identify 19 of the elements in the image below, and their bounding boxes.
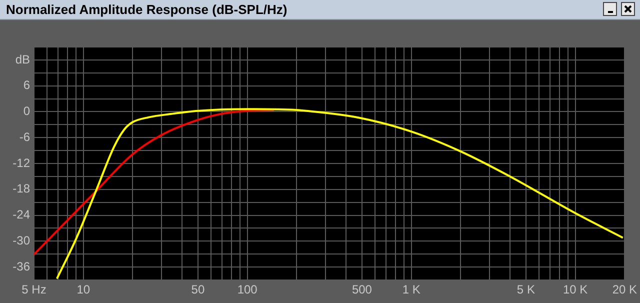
y-tick-label: -36 [12,259,30,274]
x-tick-label: 100 [237,282,258,297]
y-tick-label: -30 [12,233,30,248]
y-tick-label: -18 [12,182,30,196]
y-tick-label: 6 [23,78,30,92]
chart-title: Normalized Amplitude Response (dB-SPL/Hz) [6,2,288,17]
x-tick-label: 5 Hz [22,282,46,297]
x-tick-label: 5 K [516,282,535,297]
x-tick-label: 50 [191,282,205,297]
x-tick-label: 10 [76,282,90,297]
y-tick-label: -12 [12,156,30,170]
x-tick-label: 500 [352,282,372,297]
y-tick-label: -6 [19,130,30,144]
x-tick-label: 10 K [562,282,588,297]
x-tick-label: 1 K [402,282,420,297]
y-tick-label: dB [15,52,30,66]
x-tick-label: 20 K [612,282,637,297]
y-tick-label: 0 [23,104,30,118]
y-tick-label: -24 [12,208,30,222]
